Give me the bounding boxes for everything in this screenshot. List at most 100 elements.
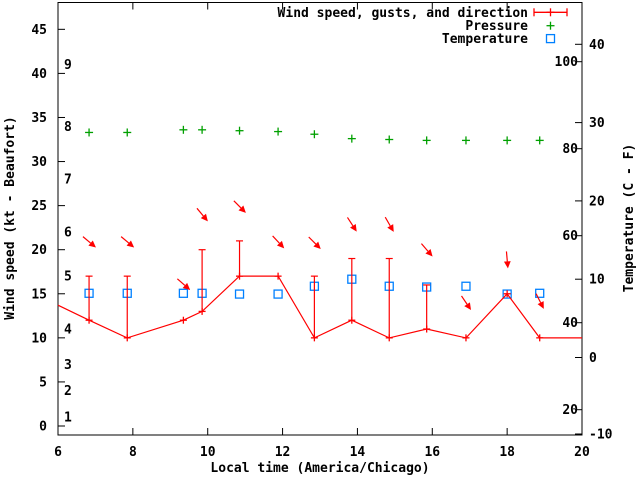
temperature-point [461, 281, 471, 291]
beaufort-label: 7 [64, 173, 72, 188]
wind-direction-arrows [82, 200, 544, 311]
temperature-point [234, 289, 245, 299]
arrow-shaft [308, 236, 317, 245]
kt-tick-label: 15 [31, 287, 47, 302]
pressure-series [85, 125, 544, 145]
wind-direction-arrow [82, 236, 96, 248]
pressure-point [274, 127, 283, 136]
x-tick-label: 6 [54, 445, 62, 460]
kt-tick-label: 25 [31, 199, 47, 214]
beaufort-label: 9 [64, 58, 72, 73]
arrow-head-icon [387, 224, 394, 232]
beaufort-label: 6 [64, 226, 72, 241]
temperature-point [178, 288, 189, 298]
wind-point [462, 334, 470, 342]
legend-label: Temperature [442, 32, 528, 47]
pressure-point [503, 136, 512, 145]
legend-square-icon [545, 33, 556, 44]
wind-point [348, 316, 356, 324]
wind-series [57, 240, 582, 342]
arrow-shaft [461, 295, 468, 305]
wind-direction-arrow [308, 236, 321, 250]
wind-direction-arrow [420, 243, 433, 257]
wind-point [385, 334, 393, 342]
plot-frame: 6 8 10 12 14 16 18 2005101520253035404512345678… [31, 2, 613, 460]
wind-point [123, 334, 131, 342]
pressure-point [198, 125, 207, 134]
arrow-shaft [82, 236, 91, 244]
wind-point [198, 307, 206, 315]
x-tick-label: 10 [200, 445, 216, 460]
pressure-point [347, 134, 356, 143]
arrow-shaft [176, 278, 186, 286]
celsius-tick-label: 10 [589, 273, 605, 288]
beaufort-label: 4 [64, 323, 72, 338]
beaufort-label: 2 [64, 384, 72, 399]
arrow-head-icon [350, 223, 357, 232]
x-tick-label: 14 [350, 445, 366, 460]
legend-label: Wind speed, gusts, and direction [278, 6, 528, 21]
celsius-tick-label: 20 [589, 194, 605, 209]
temperature-point [502, 289, 512, 299]
fahrenheit-label: 100 [555, 55, 579, 70]
arrow-shaft [346, 217, 354, 227]
pressure-point [385, 135, 394, 144]
wind-line [57, 275, 582, 339]
kt-tick-label: 40 [31, 67, 47, 82]
kt-tick-label: 30 [31, 155, 47, 170]
wind-direction-arrow [384, 216, 394, 232]
wind-direction-arrow [196, 207, 208, 222]
wind-point [310, 334, 318, 342]
wind-point [179, 316, 187, 324]
celsius-tick-label: 40 [589, 38, 605, 53]
beaufort-label: 5 [64, 270, 72, 285]
kt-tick-label: 10 [31, 331, 47, 346]
x-tick-label: 16 [424, 445, 440, 460]
arrow-shaft [420, 243, 429, 252]
arrow-shaft [196, 207, 204, 217]
legend-plus-icon [546, 21, 555, 30]
wind-direction-arrow [535, 293, 544, 309]
pressure-point [179, 125, 188, 134]
celsius-tick-label: 0 [589, 351, 597, 366]
x-tick-label: 12 [275, 445, 291, 460]
wind-direction-arrow [346, 217, 357, 232]
pressure-point [235, 126, 244, 135]
arrow-shaft [384, 216, 391, 227]
wind-point [274, 272, 282, 280]
arrow-head-icon [182, 282, 191, 290]
arrow-shaft [272, 235, 280, 244]
x-tick-label: 18 [499, 445, 515, 460]
wind-direction-arrow [461, 295, 472, 311]
beaufort-label: 3 [64, 358, 72, 373]
wind-point [423, 325, 431, 333]
fahrenheit-label: 40 [562, 316, 578, 331]
arrow-head-icon [464, 302, 472, 311]
arrow-head-icon [313, 241, 321, 250]
wind-direction-arrow [176, 278, 191, 290]
legend-label: Pressure [465, 19, 528, 34]
y2-axis-title: Temperature (C - F) [622, 144, 637, 293]
arrow-head-icon [88, 240, 96, 248]
arrow-shaft [233, 200, 242, 209]
x-tick-label: 20 [574, 445, 590, 460]
arrow-head-icon [537, 301, 544, 309]
arrow-shaft [120, 236, 130, 244]
arrow-head-icon [425, 248, 433, 257]
wind-direction-arrow [233, 200, 246, 213]
plot-border [57, 2, 583, 436]
arrow-shaft [505, 251, 508, 262]
pressure-point [310, 130, 319, 139]
wind-direction-arrow [120, 236, 135, 248]
temperature-point [535, 288, 545, 298]
beaufort-label: 1 [64, 411, 72, 426]
x-axis-title: Local time (America/Chicago) [210, 461, 429, 476]
wind-point [503, 290, 511, 298]
celsius-tick-label: -10 [589, 428, 613, 443]
kt-tick-label: 0 [39, 420, 47, 435]
kt-tick-label: 35 [31, 111, 47, 126]
pressure-point [535, 136, 544, 145]
beaufort-label: 8 [64, 120, 72, 135]
